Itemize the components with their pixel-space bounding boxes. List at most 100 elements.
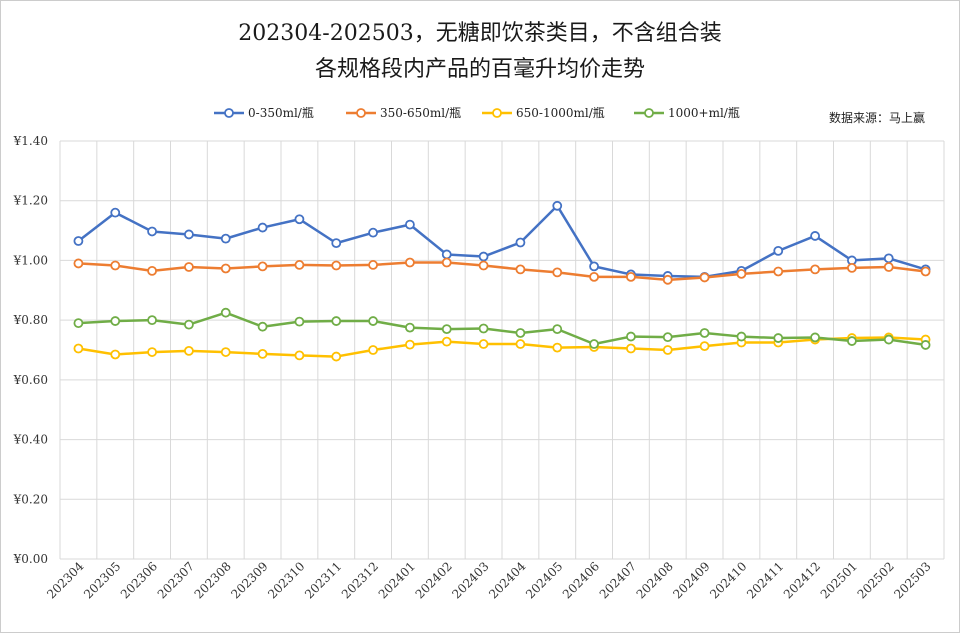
data-point (810, 231, 820, 241)
data-point (405, 257, 415, 268)
data-point (699, 341, 710, 352)
data-source-note: 数据来源：马上赢 (829, 110, 925, 125)
data-point (220, 233, 231, 244)
data-point (478, 323, 489, 334)
x-tick-label: 202411 (744, 559, 786, 601)
data-point (257, 321, 268, 332)
data-point (441, 324, 452, 335)
data-point (368, 260, 378, 270)
x-tick-label: 202502 (855, 559, 897, 601)
legend-marker (644, 108, 654, 118)
series-line (78, 261, 926, 282)
data-point (515, 237, 526, 248)
data-point (662, 345, 673, 355)
data-point (773, 333, 784, 343)
x-tick-label: 202409 (670, 559, 712, 601)
data-point (515, 328, 526, 338)
x-tick-label: 202304 (44, 559, 87, 602)
data-point (405, 339, 415, 350)
data-point (294, 260, 305, 270)
data-point (368, 345, 378, 355)
series-line (78, 311, 926, 347)
x-tick-label: 202404 (486, 559, 529, 602)
data-point (699, 328, 710, 338)
data-point (515, 264, 526, 275)
legend-marker (224, 108, 234, 118)
chart-title: 202304-202503，无糖即饮茶类目，不含组合装 (238, 21, 721, 46)
series-line (77, 204, 926, 279)
legend-label: 1000+ml/瓶 (668, 106, 740, 120)
x-tick-label: 202309 (228, 559, 270, 601)
data-point (147, 315, 157, 326)
x-tick-label: 202403 (449, 559, 491, 601)
x-tick-label: 202308 (192, 559, 234, 601)
data-point (626, 343, 636, 354)
x-tick-label: 202405 (523, 559, 565, 601)
data-point (368, 227, 378, 238)
data-point (184, 229, 194, 240)
data-point (626, 331, 636, 342)
data-point (257, 261, 268, 272)
data-point (405, 219, 415, 230)
data-point (515, 339, 526, 349)
data-point (736, 268, 747, 279)
data-point (662, 274, 673, 285)
data-point (147, 265, 157, 276)
x-tick-label: 202406 (560, 559, 602, 601)
data-point (920, 340, 931, 350)
data-point (73, 318, 84, 329)
data-point (331, 238, 342, 249)
y-tick-label: ¥0.00 (13, 552, 48, 566)
x-tick-label: 202410 (707, 559, 749, 601)
data-point (773, 245, 784, 256)
y-tick-label: ¥1.40 (13, 134, 48, 148)
data-point (773, 266, 784, 277)
data-point (847, 262, 857, 273)
x-tick-label: 202311 (302, 559, 344, 601)
data-point (441, 336, 452, 347)
legend-label: 650-1000ml/瓶 (516, 106, 605, 120)
x-tick-label: 202501 (818, 559, 860, 601)
data-point (589, 271, 599, 282)
legend-marker (492, 108, 502, 118)
data-point (810, 264, 820, 275)
data-point (184, 262, 194, 272)
data-point (552, 200, 563, 211)
data-point (257, 348, 268, 359)
data-point (110, 260, 121, 271)
data-point (441, 257, 452, 268)
x-tick-label: 202401 (376, 559, 418, 601)
y-tick-label: ¥1.20 (13, 194, 48, 208)
data-point (552, 342, 563, 353)
data-point (331, 351, 342, 362)
x-tick-label: 202307 (155, 559, 197, 601)
y-tick-label: ¥0.40 (13, 433, 48, 447)
data-point (331, 316, 342, 326)
data-point (73, 258, 84, 269)
data-point (736, 331, 747, 342)
data-point (883, 253, 894, 264)
data-point (220, 263, 231, 274)
data-point (478, 260, 489, 271)
x-tick-label: 202408 (634, 559, 676, 601)
x-tick-label: 202407 (597, 559, 639, 601)
data-point (147, 347, 157, 357)
data-point (184, 319, 194, 330)
data-point (920, 266, 931, 277)
legend-label: 0-350ml/瓶 (248, 106, 314, 120)
data-point (478, 339, 489, 349)
x-tick-label: 202310 (265, 559, 307, 601)
y-axis-ticks: ¥0.00 ¥0.20 ¥0.40 ¥0.60 ¥0.80 ¥1.00 ¥1.20 ¥1.40 (13, 134, 48, 566)
data-point (883, 334, 894, 345)
gridlines (59, 140, 945, 560)
data-point (73, 236, 84, 246)
x-tick-label: 202312 (339, 559, 381, 601)
series-group (73, 200, 931, 362)
chart-subtitle: 各规格段内产品的百毫升均价走势 (315, 57, 645, 82)
x-tick-label: 202503 (891, 559, 933, 601)
data-point (405, 322, 415, 333)
y-tick-label: ¥0.60 (13, 373, 48, 387)
data-point (294, 350, 305, 361)
